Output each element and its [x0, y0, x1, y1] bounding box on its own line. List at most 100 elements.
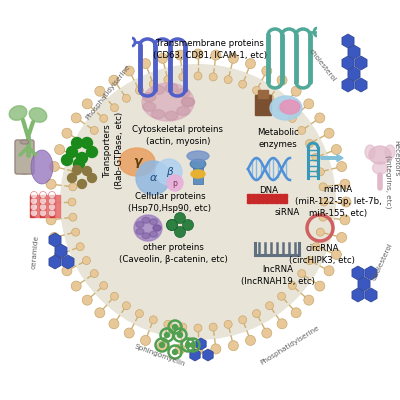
Circle shape [340, 179, 350, 189]
Circle shape [291, 86, 301, 96]
Ellipse shape [136, 222, 144, 228]
Circle shape [124, 66, 134, 76]
Circle shape [72, 228, 80, 236]
Text: Cytoskeletal proteins
(actin, myosin): Cytoskeletal proteins (actin, myosin) [132, 125, 224, 146]
Circle shape [239, 80, 247, 88]
Circle shape [278, 104, 286, 112]
Circle shape [66, 146, 78, 158]
Polygon shape [49, 233, 61, 247]
Circle shape [158, 53, 168, 63]
Circle shape [164, 320, 172, 328]
Bar [274, 194, 278, 198]
Circle shape [149, 80, 157, 88]
Circle shape [331, 250, 341, 260]
Circle shape [224, 320, 232, 328]
Circle shape [68, 198, 76, 206]
Text: Cholesterol: Cholesterol [371, 242, 393, 282]
Text: circRNA
(circHIPK3, etc): circRNA (circHIPK3, etc) [289, 244, 355, 265]
Bar [265, 199, 268, 203]
Circle shape [48, 198, 56, 204]
Circle shape [194, 72, 202, 80]
Circle shape [337, 162, 347, 172]
Circle shape [124, 328, 134, 338]
Text: Receptors: Receptors [393, 140, 399, 176]
Bar [265, 194, 268, 198]
Ellipse shape [182, 98, 194, 106]
Circle shape [304, 99, 314, 109]
Circle shape [71, 113, 81, 123]
Ellipse shape [29, 108, 47, 122]
Ellipse shape [191, 170, 205, 178]
Circle shape [174, 226, 186, 238]
Circle shape [136, 161, 170, 195]
Ellipse shape [119, 148, 155, 176]
Ellipse shape [134, 215, 162, 241]
Circle shape [312, 243, 320, 251]
Ellipse shape [165, 111, 178, 120]
Circle shape [88, 174, 96, 182]
Circle shape [90, 270, 98, 278]
Circle shape [30, 198, 38, 204]
Circle shape [324, 266, 334, 276]
Circle shape [62, 154, 72, 166]
Bar [252, 194, 255, 198]
Ellipse shape [187, 151, 209, 161]
Circle shape [246, 59, 256, 69]
Text: ceramide: ceramide [30, 235, 40, 269]
Circle shape [48, 192, 56, 198]
Circle shape [175, 344, 185, 354]
Circle shape [291, 308, 301, 318]
Circle shape [40, 204, 46, 210]
Circle shape [164, 332, 170, 338]
Text: γ: γ [133, 154, 141, 168]
Circle shape [78, 180, 86, 188]
Ellipse shape [143, 93, 156, 102]
Circle shape [82, 99, 92, 109]
Circle shape [82, 166, 92, 176]
Polygon shape [190, 349, 200, 361]
Text: Metabolic
enzymes: Metabolic enzymes [257, 128, 299, 149]
Circle shape [209, 73, 217, 81]
Bar [55, 195, 60, 217]
Ellipse shape [177, 106, 190, 116]
Ellipse shape [142, 217, 150, 223]
Circle shape [110, 104, 118, 112]
Circle shape [194, 324, 202, 332]
Bar [30, 195, 34, 217]
Circle shape [190, 342, 196, 348]
Circle shape [62, 128, 72, 138]
Circle shape [160, 342, 164, 348]
Circle shape [252, 310, 260, 318]
Bar [260, 199, 264, 203]
Text: β: β [166, 167, 172, 177]
Text: Phosphatidylserine: Phosphatidylserine [259, 324, 321, 366]
Circle shape [71, 281, 81, 291]
Polygon shape [62, 255, 74, 269]
Text: Transporters
(Rab-GTPase, etc): Transporters (Rab-GTPase, etc) [103, 112, 124, 188]
Text: lncRNA
(lncRNAH19, etc): lncRNA (lncRNAH19, etc) [241, 265, 315, 286]
Polygon shape [203, 349, 213, 361]
Polygon shape [358, 277, 370, 291]
Bar [193, 164, 203, 184]
Polygon shape [342, 56, 354, 70]
Circle shape [179, 323, 187, 331]
Circle shape [166, 220, 178, 230]
Circle shape [182, 220, 194, 230]
Circle shape [136, 310, 144, 318]
Circle shape [60, 64, 336, 340]
Circle shape [140, 59, 150, 69]
Circle shape [224, 76, 232, 84]
Circle shape [48, 210, 56, 216]
Polygon shape [365, 266, 377, 280]
Circle shape [40, 210, 46, 216]
Circle shape [277, 75, 287, 85]
Circle shape [72, 168, 80, 176]
Bar [252, 199, 255, 203]
Polygon shape [196, 338, 206, 350]
Ellipse shape [20, 170, 29, 174]
Text: (Integrins, etc): (Integrins, etc) [385, 155, 391, 209]
Circle shape [46, 179, 56, 189]
Circle shape [76, 243, 84, 251]
Circle shape [340, 215, 350, 225]
Circle shape [252, 86, 260, 94]
